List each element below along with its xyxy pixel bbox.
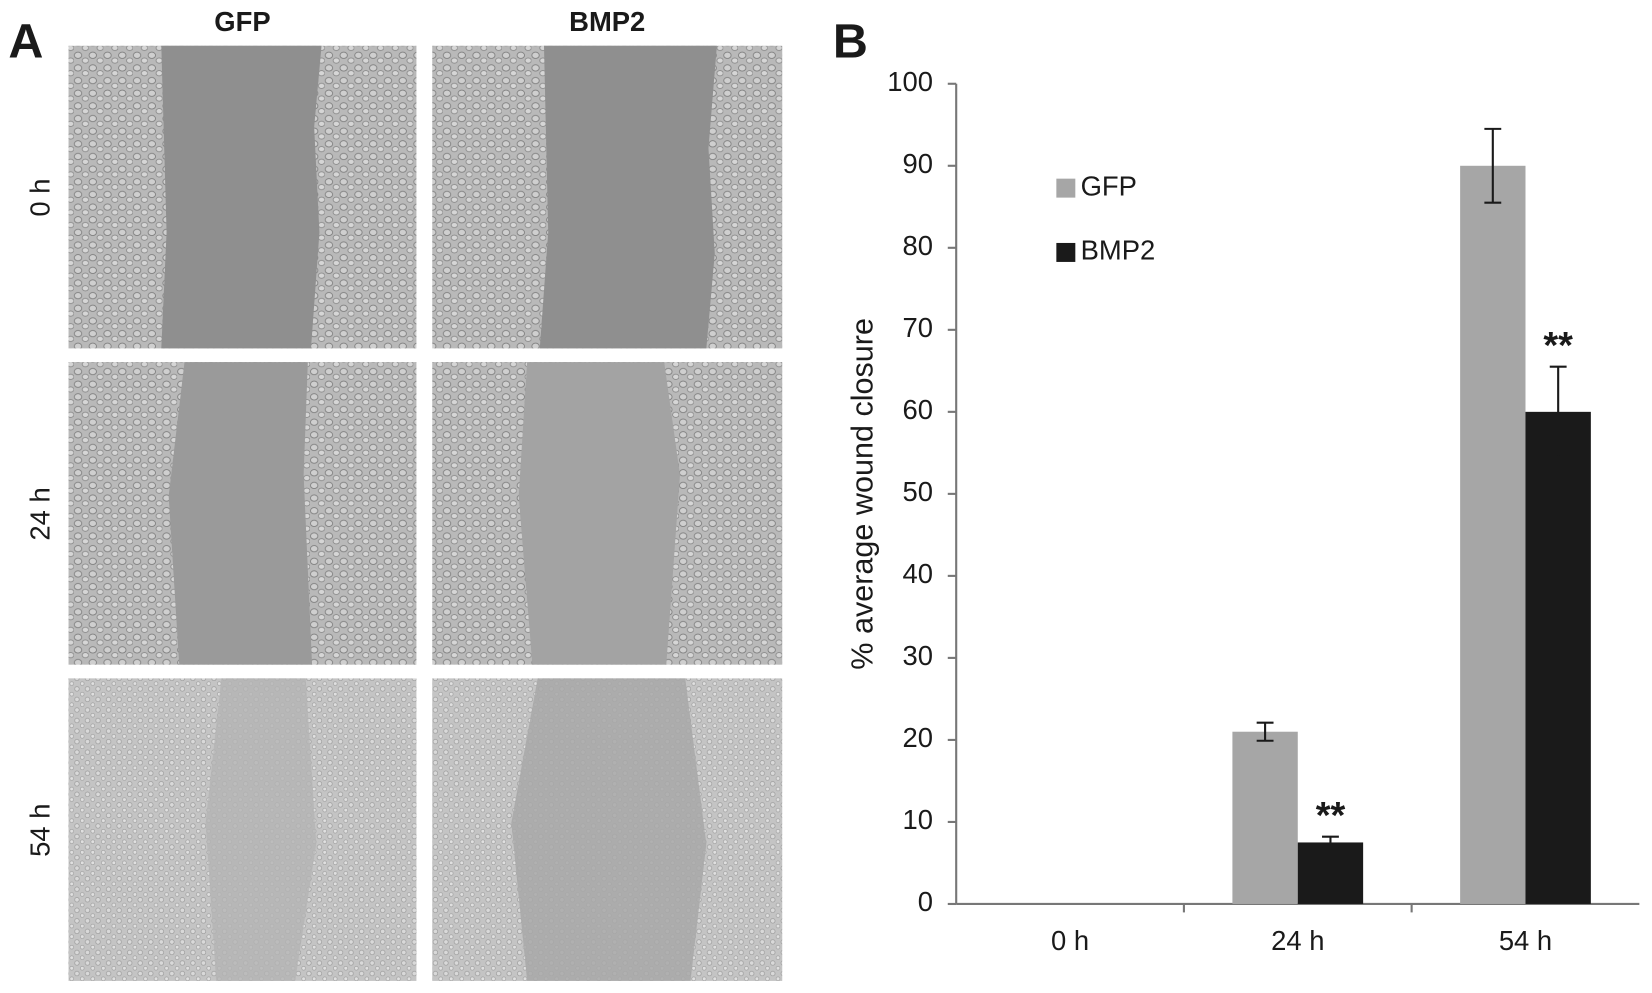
- legend-label: GFP: [1081, 170, 1137, 201]
- micrograph: [432, 678, 783, 981]
- panel-a: A GFP BMP2 0 h 24 h 54 h: [8, 6, 783, 981]
- y-tick-label: 20: [903, 722, 933, 753]
- error-bar: [1484, 127, 1502, 204]
- error-bar: [1549, 365, 1567, 459]
- column-label: BMP2: [569, 6, 645, 37]
- y-axis-label: % average wound closure: [846, 318, 880, 670]
- row-label: 24 h: [24, 487, 55, 540]
- micrograph: [432, 362, 783, 665]
- legend-label: BMP2: [1081, 235, 1156, 266]
- y-tick-label: 0: [918, 886, 933, 917]
- x-tick-label: 0 h: [1051, 925, 1089, 956]
- row-label: 54 h: [24, 803, 55, 856]
- error-bar: [1256, 721, 1274, 742]
- x-tick-label: 24 h: [1271, 925, 1324, 956]
- y-tick-label: 80: [903, 230, 933, 261]
- panel-label: B: [833, 15, 868, 69]
- bar: [1232, 731, 1298, 904]
- bar: [1525, 411, 1591, 904]
- panel-label: A: [8, 15, 43, 69]
- y-tick-label: 10: [903, 804, 933, 835]
- annotation: **: [1543, 325, 1573, 367]
- y-tick-label: 50: [903, 476, 933, 507]
- y-tick-label: 30: [903, 640, 933, 671]
- y-tick-label: 40: [903, 558, 933, 589]
- legend-swatch: [1056, 242, 1076, 262]
- micrograph: [432, 45, 783, 349]
- annotation: **: [1316, 795, 1346, 837]
- bar: [1297, 842, 1364, 904]
- micrograph: [68, 362, 417, 665]
- micrograph: [68, 45, 417, 349]
- x-tick-label: 54 h: [1499, 925, 1552, 956]
- row-label: 0 h: [24, 179, 55, 217]
- column-label: GFP: [214, 6, 270, 37]
- y-tick-label: 70: [903, 312, 933, 343]
- y-tick-label: 90: [903, 148, 933, 179]
- error-bar: [1322, 835, 1339, 850]
- micrograph: [68, 678, 417, 981]
- legend-swatch: [1056, 178, 1076, 198]
- y-tick-label: 100: [887, 66, 933, 97]
- bar: [1460, 165, 1526, 904]
- y-tick-label: 60: [903, 394, 933, 425]
